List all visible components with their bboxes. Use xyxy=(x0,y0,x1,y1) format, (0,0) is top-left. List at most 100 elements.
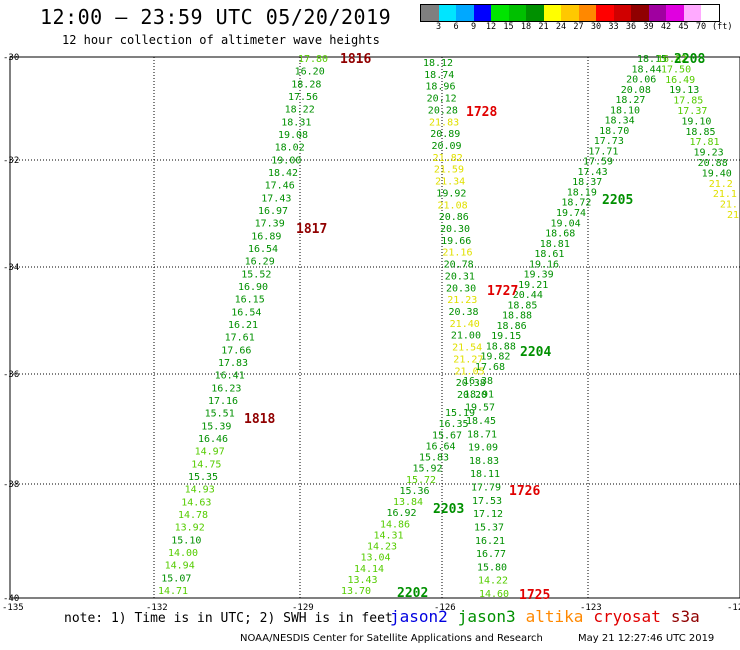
wave-height-value: 20.06 xyxy=(626,75,656,86)
wave-height-value: 14.75 xyxy=(191,459,221,470)
wave-height-value: 18.81 xyxy=(540,239,570,250)
colorbar-tick-label: 39 xyxy=(643,22,654,32)
wave-height-value: 16.46 xyxy=(198,434,228,445)
wave-height-value: 16.82 xyxy=(657,54,687,65)
wave-height-value: 18.74 xyxy=(424,70,454,81)
wave-height-value: 16.54 xyxy=(248,244,278,255)
wave-height-value: 18.12 xyxy=(423,58,453,69)
pass-time-label: 1726 xyxy=(509,484,540,499)
wave-height-value: 19.04 xyxy=(551,218,581,229)
wave-height-value: 17.81 xyxy=(689,137,719,148)
wave-height-value: 21.00 xyxy=(451,331,481,342)
colorbar-swatch xyxy=(613,5,631,21)
colorbar-swatch xyxy=(631,5,649,21)
wave-height-value: 14.63 xyxy=(181,497,211,508)
colorbar-swatch xyxy=(508,5,526,21)
wave-height-value: 16.41 xyxy=(215,371,245,382)
wave-height-value: 15.67 xyxy=(432,430,462,441)
wave-height-value: 18.71 xyxy=(467,429,497,440)
wave-height-value: 20.09 xyxy=(431,141,461,152)
colorbar-swatch xyxy=(561,5,579,21)
wave-height-value: 20.44 xyxy=(513,290,543,301)
wave-height-value: 21.27 xyxy=(453,354,483,365)
wave-height-value: 16.35 xyxy=(438,419,468,430)
pass-time-label: 2203 xyxy=(433,502,464,517)
wave-height-value: 16.77 xyxy=(476,549,506,560)
wave-height-value: 20.30 xyxy=(440,224,470,235)
map-frame xyxy=(9,56,740,599)
wave-height-value: 17.53 xyxy=(472,496,502,507)
colorbar-swatch xyxy=(438,5,456,21)
colorbar-swatch xyxy=(683,5,701,21)
lat-label: -32 xyxy=(3,156,19,166)
legend-item-jason2: jason2 xyxy=(390,607,448,626)
wave-height-value: 20.89 xyxy=(430,129,460,140)
wave-height-value: 21.34 xyxy=(435,177,465,188)
wave-height-value: 19.39 xyxy=(524,270,554,281)
colorbar-tick-label: 42 xyxy=(660,22,672,32)
wave-height-value: 14.23 xyxy=(367,542,397,553)
colorbar-swatch xyxy=(596,5,614,21)
wave-height-value: 18.45 xyxy=(466,416,496,427)
wave-height-value: 21.08 xyxy=(438,200,468,211)
wave-height-value: 17.46 xyxy=(265,181,295,192)
wave-height-value: 18.88 xyxy=(502,311,532,322)
wave-height-value: 17.68 xyxy=(475,362,505,373)
wave-height-value: 19.74 xyxy=(556,208,586,219)
wave-height-value: 16.64 xyxy=(425,441,455,452)
wave-height-value: 15.37 xyxy=(474,522,504,533)
pass-time-label: 1728 xyxy=(466,105,497,120)
colorbar-tick-label: 9 xyxy=(470,22,477,32)
wave-height-value: 14.86 xyxy=(380,519,410,530)
wave-height-value: 20.78 xyxy=(444,260,474,271)
wave-height-value: 20.88 xyxy=(698,158,728,169)
wave-height-value: 17.73 xyxy=(594,136,624,147)
wave-height-value: 19.13 xyxy=(669,85,699,96)
wave-height-value: 18.11 xyxy=(470,469,500,480)
colorbar-tick-label: 15 xyxy=(503,22,514,32)
colorbar-tick-label: 33 xyxy=(608,22,619,32)
wave-height-value: 18.72 xyxy=(561,198,591,209)
wave-height-value: 20.38 xyxy=(456,378,486,389)
wave-height-value: 18.34 xyxy=(605,116,635,127)
wave-height-value: 17.66 xyxy=(221,345,251,356)
wave-height-value: 14.31 xyxy=(373,530,403,541)
wave-height-value: 14.78 xyxy=(178,510,208,521)
wave-height-value: 19.40 xyxy=(702,168,732,179)
wave-height-value: 14.60 xyxy=(479,589,509,600)
wave-height-value: 20.38 xyxy=(448,307,478,318)
wave-height-value: 18.88 xyxy=(486,341,516,352)
wave-height-value: 20.08 xyxy=(621,85,651,96)
wave-height-value: 19.92 xyxy=(436,188,466,199)
wave-height-value: 15.92 xyxy=(412,464,442,475)
lat-label: -36 xyxy=(3,370,19,380)
wave-height-value: 14.22 xyxy=(478,576,508,587)
wave-height-value: 19.82 xyxy=(480,352,510,363)
wave-height-value: 19.16 xyxy=(529,259,559,270)
wave-height-value: 17.79 xyxy=(471,483,501,494)
wave-height-value: 16.54 xyxy=(231,307,261,318)
page-title: 12:00 – 23:59 UTC 05/20/2019 xyxy=(40,5,392,29)
wave-height-value: 18.83 xyxy=(469,456,499,467)
wave-height-value: 15.51 xyxy=(205,409,235,420)
wave-height-value: 19.15 xyxy=(491,331,521,342)
wave-height-value: 15.80 xyxy=(477,562,507,573)
colorbar-unit: (ft) xyxy=(712,22,733,32)
wave-height-value: 19.00 xyxy=(271,155,301,166)
pass-time-label: 2204 xyxy=(520,345,551,360)
wave-height-value: 21.16 xyxy=(442,248,472,259)
wave-height-value: 18.96 xyxy=(425,82,455,93)
wave-height-value: 18.37 xyxy=(572,177,602,188)
wave-height-value: 17.59 xyxy=(583,157,613,168)
colorbar-swatch xyxy=(578,5,596,21)
wave-height-value: 13.92 xyxy=(175,523,205,534)
wave-height-value: 21.59 xyxy=(434,165,464,176)
colorbar-swatch xyxy=(456,5,474,21)
wave-height-value: 16.20 xyxy=(295,67,325,78)
wave-height-value: 21. xyxy=(720,200,738,211)
wave-height-value: 20.30 xyxy=(446,283,476,294)
pass-time-label: 1818 xyxy=(244,412,275,427)
colorbar-swatch xyxy=(701,5,719,21)
wave-height-value: 15.19 xyxy=(445,408,475,419)
